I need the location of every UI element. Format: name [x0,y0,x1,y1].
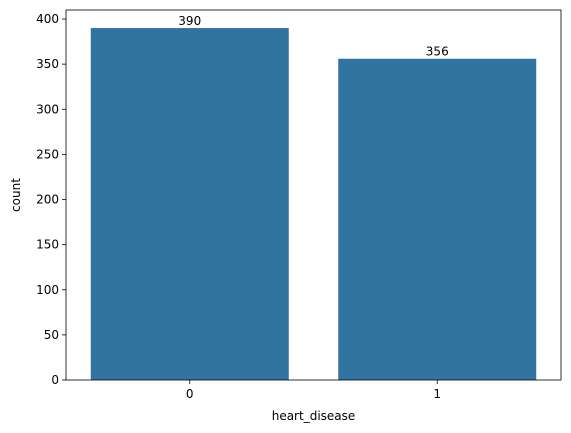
y-tick-label: 300 [36,102,59,116]
x-axis-label: heart_disease [272,409,356,423]
bar-data-labels: 390 356 [178,14,448,59]
y-tick-label: 0 [51,373,59,387]
y-tick-label: 400 [36,12,59,26]
bar-1 [338,58,537,380]
y-axis-ticks: 0 50 100 150 200 250 300 350 400 [36,12,66,387]
x-tick-label: 1 [433,387,441,401]
y-tick-label: 150 [36,238,59,252]
bars [90,28,537,381]
y-tick-label: 200 [36,193,59,207]
y-tick-label: 100 [36,283,59,297]
bar-value-label: 390 [178,14,201,28]
plot-frame [65,9,562,381]
y-tick-label: 250 [36,147,59,161]
bar-value-label: 356 [426,45,449,59]
x-tick-label: 0 [186,387,194,401]
y-tick-label: 50 [44,328,59,342]
y-tick-label: 350 [36,57,59,71]
y-axis-label: count [9,178,23,212]
bar-0 [90,28,289,381]
